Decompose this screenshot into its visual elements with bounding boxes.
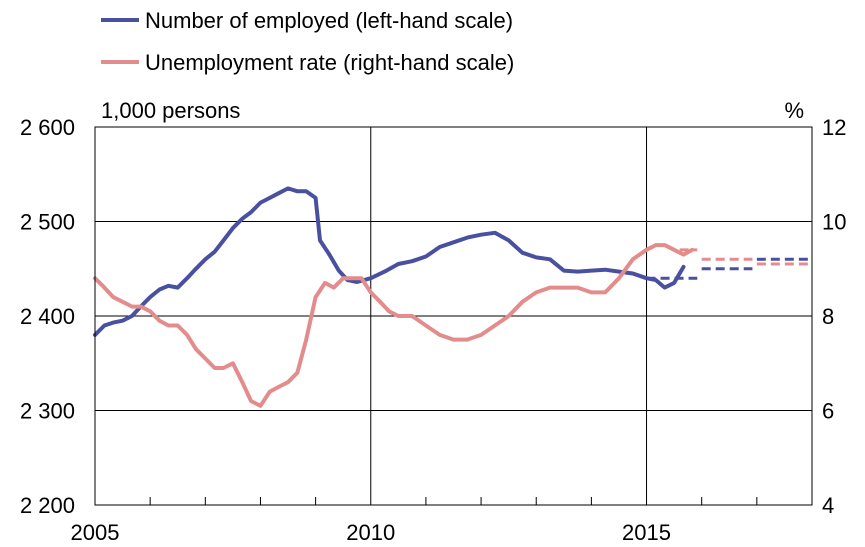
series-line-unemployment xyxy=(93,243,695,408)
plot-frame xyxy=(94,126,813,506)
left-tick-label: 2 300 xyxy=(20,399,75,424)
right-axis-unit: % xyxy=(784,98,804,123)
grid xyxy=(95,126,812,506)
tick-labels: 2 600 2 500 2 400 2 300 2 200 12 10 8 6 4 2005 2010… xyxy=(20,115,847,545)
x-tick-label: 2015 xyxy=(622,520,671,545)
left-tick-label: 2 600 xyxy=(20,115,75,140)
right-tick-label: 10 xyxy=(822,210,846,235)
legend: Number of employed (left-hand scale) Une… xyxy=(101,8,514,75)
left-tick-label: 2 400 xyxy=(20,304,75,329)
right-tick-label: 4 xyxy=(822,493,834,518)
left-tick-label: 2 500 xyxy=(20,210,75,235)
right-tick-label: 8 xyxy=(822,304,834,329)
x-tick-label: 2010 xyxy=(346,520,395,545)
right-tick-label: 6 xyxy=(822,399,834,424)
series-line-employed xyxy=(93,186,686,337)
legend-label-employed: Number of employed (left-hand scale) xyxy=(145,8,513,33)
left-axis-unit: 1,000 persons xyxy=(101,98,240,123)
legend-label-unemployment: Unemployment rate (right-hand scale) xyxy=(145,50,514,75)
left-tick-label: 2 200 xyxy=(20,493,75,518)
x-tick-label: 2005 xyxy=(71,520,120,545)
right-tick-label: 12 xyxy=(822,115,846,140)
series xyxy=(93,186,812,408)
